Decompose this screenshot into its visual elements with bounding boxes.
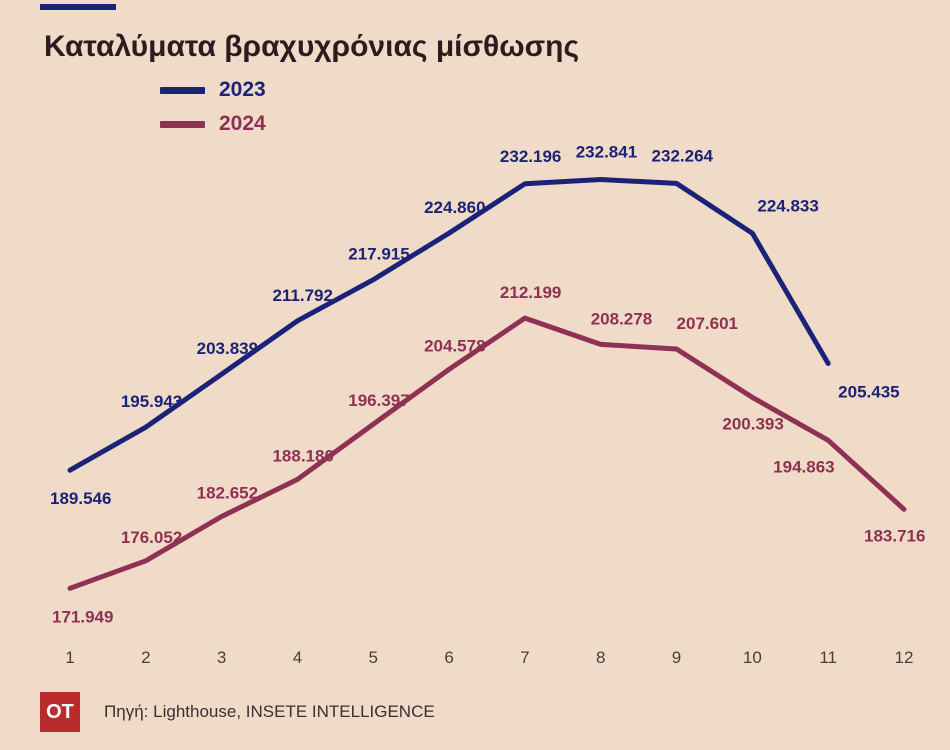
data-label: 212.199 [500, 283, 561, 302]
data-label: 224.860 [424, 198, 485, 217]
data-label: 232.196 [500, 147, 561, 166]
x-tick-label: 8 [596, 648, 605, 667]
data-label: 232.841 [576, 142, 637, 161]
data-label: 208.278 [591, 309, 652, 328]
data-label: 204.578 [424, 336, 485, 355]
data-label: 203.839 [197, 339, 258, 358]
data-label: 176.052 [121, 528, 182, 547]
data-label: 211.792 [272, 286, 333, 305]
x-tick-label: 9 [672, 648, 681, 667]
x-tick-label: 2 [141, 648, 150, 667]
source-badge: OT [40, 692, 80, 732]
x-tick-label: 11 [819, 648, 837, 667]
data-label: 207.601 [677, 314, 738, 333]
x-tick-label: 7 [520, 648, 529, 667]
data-label: 196.397 [348, 391, 409, 410]
x-tick-label: 1 [65, 648, 74, 667]
chart-svg: 189.546 195.943 203.839 211.792 217.915 224.8… [0, 0, 950, 750]
data-label: 195.943 [121, 392, 182, 411]
data-label: 194.863 [773, 457, 834, 476]
x-tick-label: 3 [217, 648, 226, 667]
series-line-2024 [70, 318, 904, 588]
source-text: Πηγή: Lighthouse, INSETE INTELLIGENCE [104, 702, 435, 722]
chart-container: Καταλύματα βραχυχρόνιας μίσθωσης20232024… [0, 0, 950, 750]
data-label: 189.546 [50, 489, 111, 508]
data-label: 182.652 [197, 483, 258, 502]
data-label: 188.180 [272, 446, 333, 465]
data-label: 205.435 [838, 383, 899, 402]
x-tick-label: 4 [293, 648, 302, 667]
data-label: 224.833 [757, 196, 818, 215]
x-tick-label: 6 [444, 648, 453, 667]
data-label: 217.915 [348, 245, 409, 264]
data-label: 232.264 [652, 146, 714, 165]
x-tick-label: 12 [895, 648, 914, 667]
data-label: 171.949 [52, 607, 113, 626]
x-tick-label: 10 [743, 648, 762, 667]
data-label: 183.716 [864, 526, 925, 545]
data-label: 200.393 [722, 414, 783, 433]
x-tick-label: 5 [369, 648, 378, 667]
